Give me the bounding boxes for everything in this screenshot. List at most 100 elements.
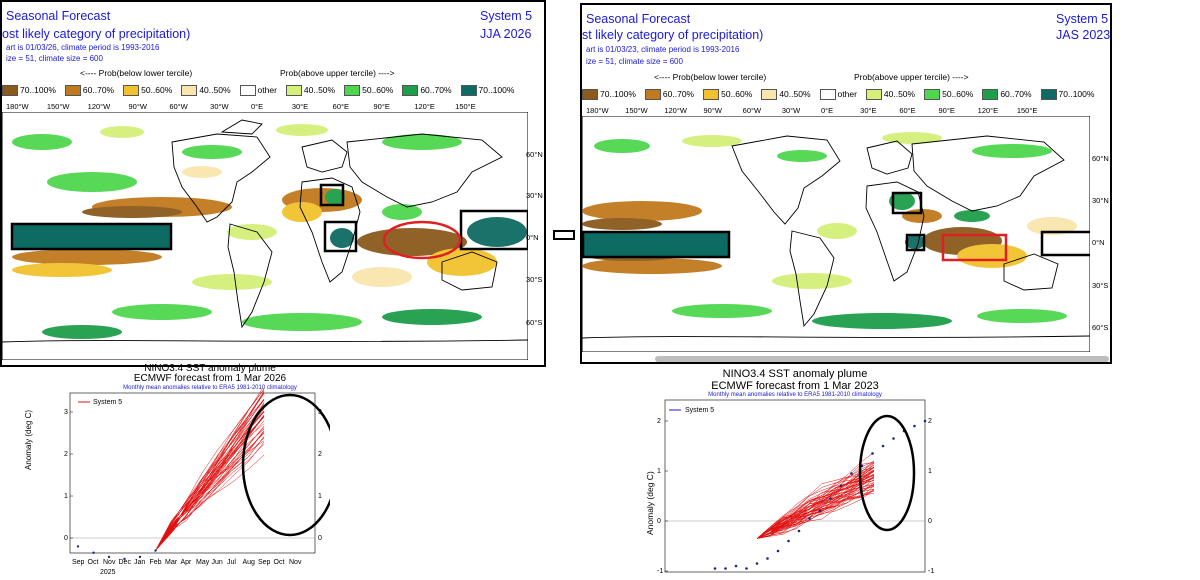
- right-map-legend-label: 40..50%: [779, 89, 811, 99]
- right-plume-title1: NINO3.4 SST anomaly plume: [722, 368, 868, 380]
- right-plume-ytick-label: 0: [657, 518, 661, 525]
- right-map-legend-item: 70..100%: [1040, 89, 1095, 101]
- right-plume-obs-point: [776, 549, 780, 553]
- right-plume-obs-point: [892, 437, 895, 440]
- left-plume-member-line: [155, 426, 265, 551]
- right-map-lon-label: 30°W: [781, 106, 801, 115]
- left-plume-title2: ECMWF forecast from 1 Mar 2026: [133, 373, 287, 384]
- left-map-legend-label: 70..100%: [20, 85, 56, 95]
- left-map-system: System 5: [480, 9, 533, 23]
- left-lat-0n: 0°N: [526, 233, 539, 242]
- right-plume-member-line: [756, 476, 875, 539]
- right-map-lon-label: 90°E: [938, 106, 955, 115]
- left-map-lon-label: 180°W: [6, 102, 29, 111]
- right-map-start-line: art is 01/03/23, climate period is 1993-…: [586, 45, 740, 54]
- left-map-title: Seasonal Forecast: [6, 9, 111, 23]
- right-plume-member-line: [756, 462, 875, 539]
- right-plume-obs-point: [787, 539, 790, 543]
- right-plume-ytick-label-right: 2: [928, 418, 932, 425]
- left-plume-month-label: Feb: [150, 559, 162, 566]
- right-plume-member-line: [756, 478, 875, 539]
- left-map-legend-swatch: [181, 85, 198, 97]
- right-plume-obs-point: [808, 517, 811, 520]
- right-map-legend-label: 70..100%: [1058, 89, 1095, 99]
- right-forecast-map-panel: Seasonal Forecast st likely category of …: [580, 3, 1112, 364]
- left-plume-ylabel: Anomaly (deg C): [24, 409, 33, 470]
- left-map-legend-item: 40..50%: [285, 85, 335, 97]
- left-plume-ytick-label: 2: [64, 451, 68, 458]
- left-plume-obs-point: [123, 557, 126, 561]
- left-plume-month-label: Nov: [289, 559, 302, 566]
- right-map-legend-item: 40..50%: [761, 89, 811, 101]
- left-map-lon-label: 60°W: [169, 102, 188, 111]
- left-map-legend-label: 40..50%: [199, 85, 231, 95]
- right-map-title: Seasonal Forecast: [586, 12, 691, 26]
- right-plume-obs-point: [923, 419, 927, 423]
- right-map-plot: [582, 116, 1090, 352]
- right-map-legend: 70..100% 60..70% 50..60% 40..50% other 40..50…: [582, 89, 1103, 101]
- left-map-lon-label: 0°E: [251, 102, 264, 111]
- right-plume-ytick-label: 2: [657, 418, 661, 425]
- right-map-lon-label: 30°E: [860, 106, 877, 115]
- left-plume-ytick-label: 0: [64, 535, 68, 542]
- left-plume-subtitle: Monthly mean anomalies relative to ERA5 …: [123, 385, 297, 391]
- right-plume-obs-point: [850, 472, 853, 475]
- left-map-lon-label: 30°E: [291, 102, 309, 111]
- left-plume-member-line: [155, 436, 265, 551]
- right-map-lon-label: 120°W: [664, 106, 687, 115]
- right-plume-ytick-label-right: 0: [928, 518, 932, 525]
- left-map-legend-swatch: [64, 85, 81, 97]
- right-map-lon-label: 90°W: [703, 106, 722, 115]
- right-map-lon-label: 180°W: [586, 106, 609, 115]
- left-plume-ytick-label: 1: [64, 493, 68, 500]
- right-lat-0n: 0°N: [1092, 238, 1105, 247]
- left-plume-obs-point: [138, 555, 142, 559]
- left-map-lon-label: 90°W: [128, 102, 147, 111]
- left-plume-month-label: Mar: [165, 559, 178, 566]
- left-map-subtitle: ost likely category of precipitation): [2, 27, 191, 41]
- left-plume-month-label: Sep: [258, 559, 271, 566]
- left-lat-30n: 30°N: [526, 191, 543, 200]
- left-map-lon-label: 90°E: [373, 102, 390, 111]
- right-plume-obs-point: [881, 444, 885, 448]
- right-map-legend-swatch: [982, 89, 999, 101]
- right-map-legend-label: 40..50%: [883, 89, 916, 99]
- left-map-lon-label: 60°E: [332, 102, 350, 111]
- right-plume-member-line: [756, 466, 875, 539]
- right-map-scrollbar[interactable]: [655, 356, 1109, 362]
- right-map-legend-label: 60..70%: [1000, 89, 1032, 99]
- left-plume-ytick-label: 3: [64, 409, 68, 416]
- right-map-legend-label: 50..60%: [942, 89, 974, 99]
- left-map-legend: 70..100% 60..70% 50..60% 40..50% other 40..50…: [2, 85, 523, 97]
- left-map-season: JJA 2026: [480, 27, 532, 41]
- left-map-legend-swatch: [2, 85, 18, 97]
- left-map-start-line: art is 01/03/26, climate period is 1993-…: [6, 43, 160, 52]
- right-plume-legend: System 5: [685, 407, 714, 414]
- left-plume-month-label: Sep: [72, 559, 85, 566]
- left-map-lon-label: 150°W: [46, 102, 70, 111]
- left-plume-ytick-label-right: 0: [318, 535, 322, 542]
- left-map-legend-item: 50..60%: [344, 85, 393, 97]
- left-map-legend-label: 60..70%: [82, 85, 115, 95]
- left-plume-member-line: [155, 392, 265, 551]
- left-map-plot: [2, 112, 528, 360]
- right-map-legend-item: 40..50%: [865, 89, 916, 101]
- right-plume-ylabel: Anomaly (deg C): [645, 471, 655, 535]
- right-plume-member-line: [756, 489, 875, 539]
- left-plume-obs-point: [76, 545, 80, 548]
- right-plume-ytick-label: -1: [657, 568, 663, 575]
- right-plume-obs-point: [871, 452, 874, 455]
- right-map-legend-item: other: [819, 89, 857, 101]
- right-plume-obs-point: [839, 484, 843, 488]
- left-map-below-label: <---- Prob(below lower tercile): [80, 68, 193, 78]
- left-map-legend-swatch: [344, 85, 361, 97]
- left-plume-obs-point: [154, 549, 157, 552]
- left-map-legend-swatch: [123, 85, 140, 97]
- right-plume-obs-point: [829, 497, 832, 500]
- left-plume-month-label: Jun: [212, 559, 223, 566]
- left-map-legend-item: 50..60%: [123, 85, 172, 97]
- right-map-lon-labels: 180°W 150°W 120°W 90°W 60°W 30°W 0°E 30°E 60°E 90…: [582, 106, 1110, 116]
- left-map-lon-labels: 180°W 150°W 120°W 90°W 60°W 30°W 0°E 30°E 60°E 90…: [2, 102, 544, 112]
- right-plume-member-line: [756, 466, 875, 539]
- right-plume-member-line: [756, 490, 875, 539]
